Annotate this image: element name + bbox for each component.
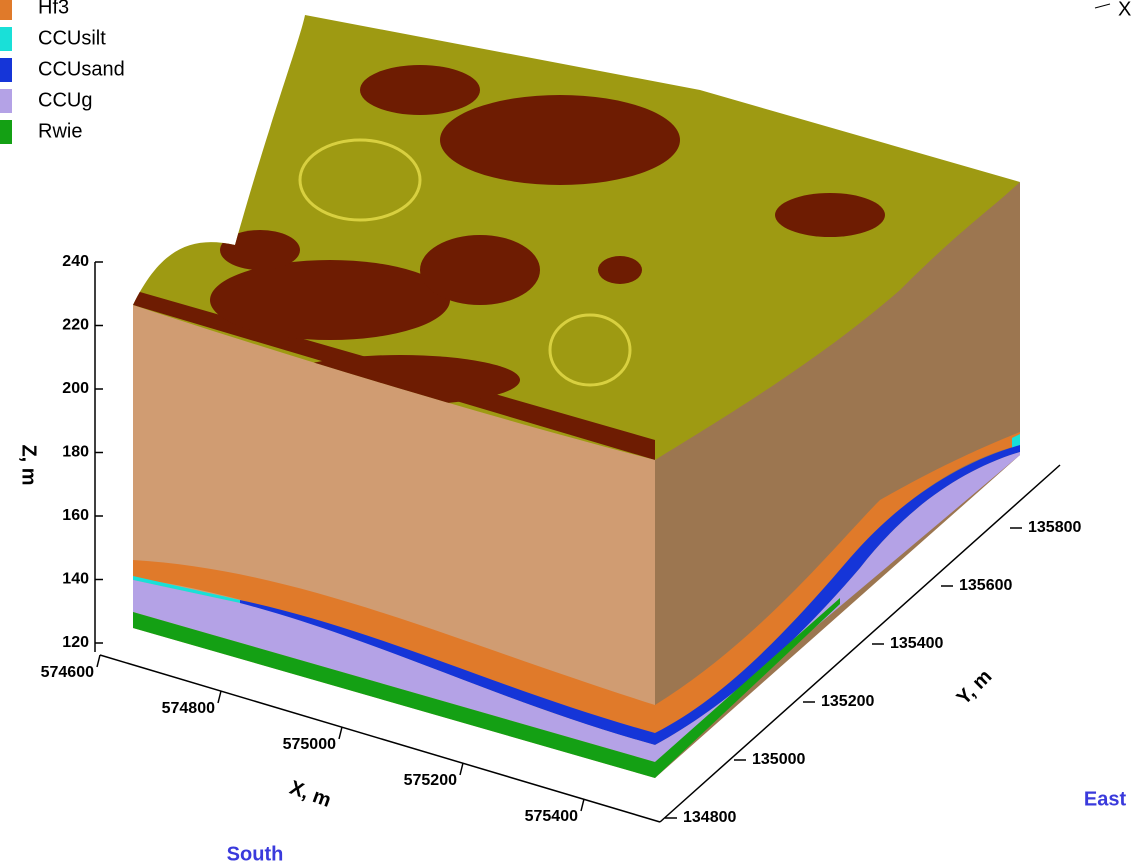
- tick-label: 575200: [404, 772, 457, 789]
- layer: [655, 445, 1020, 745]
- layer: [240, 600, 655, 745]
- legend-label: Rwie: [38, 120, 82, 142]
- tick-label: 200: [62, 380, 89, 397]
- z-axis-label: Z, m: [18, 444, 40, 485]
- tick-mark: [459, 762, 464, 776]
- layer: [133, 580, 655, 762]
- tick-label: 575400: [525, 808, 578, 825]
- y-axis: [659, 464, 1061, 823]
- tick-label: 135600: [959, 577, 1012, 594]
- legend-label: Hf3: [38, 0, 69, 18]
- x-axis: [99, 654, 661, 823]
- south-label: South: [227, 843, 284, 865]
- tick-label: 140: [62, 571, 89, 588]
- east-label: East: [1084, 788, 1127, 810]
- tick-mark: [580, 798, 585, 812]
- tick-label: 240: [62, 253, 89, 270]
- tick-label: 135200: [821, 693, 874, 710]
- tick-label: 135800: [1028, 519, 1081, 536]
- tick-label: 135400: [890, 635, 943, 652]
- tick-mark: [338, 726, 343, 740]
- tick-mark: [217, 690, 222, 704]
- legend-swatch: [0, 0, 12, 20]
- legend-swatch: [0, 58, 12, 82]
- legend-label: CCUsilt: [38, 27, 106, 49]
- tick-label: 220: [62, 317, 89, 334]
- y-axis-label: Y, m: [953, 666, 997, 710]
- tick-label: 160: [62, 507, 89, 524]
- tick-label: 575000: [283, 736, 336, 753]
- tick-label: 134800: [683, 809, 736, 826]
- legend-swatch: [0, 120, 12, 144]
- tick-label: 135000: [752, 751, 805, 768]
- legend-swatch: [0, 89, 12, 113]
- tick-label: 120: [62, 634, 89, 651]
- corner-label: X: [1118, 0, 1131, 20]
- right-face: [655, 182, 1020, 778]
- layer: [655, 432, 1020, 735]
- layer: [133, 576, 240, 603]
- tick-label: 574600: [41, 664, 94, 681]
- tick-label: 574800: [162, 700, 215, 717]
- layer: [133, 612, 655, 778]
- layer: [655, 598, 840, 778]
- legend-label: CCUg: [38, 89, 92, 111]
- legend-label: CCUsand: [38, 58, 125, 80]
- legend-swatch: [0, 27, 12, 51]
- tick-mark: [96, 654, 101, 668]
- x-axis-label: X, m: [287, 777, 334, 812]
- corner-axis: [1094, 3, 1111, 9]
- tick-label: 180: [62, 444, 89, 461]
